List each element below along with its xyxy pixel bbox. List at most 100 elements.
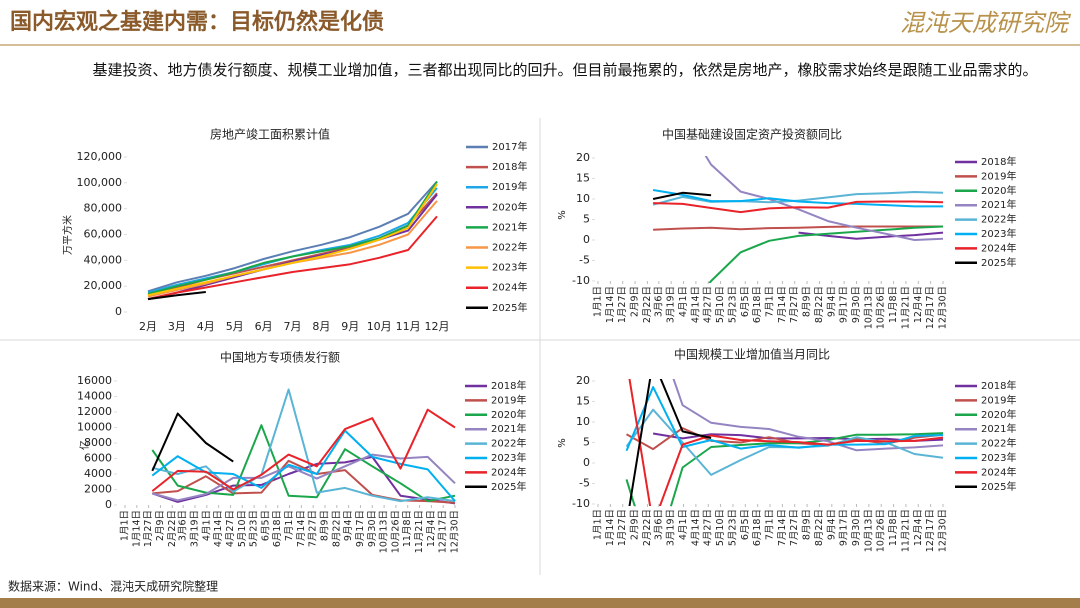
x-tick-label: 7月1日 <box>284 510 295 541</box>
x-tick-label: 6月 <box>255 320 273 333</box>
x-tick-label: 8月9日 <box>802 286 813 317</box>
x-tick-label: 7月 <box>284 320 302 333</box>
x-tick-label: 9月4日 <box>826 509 837 540</box>
legend-label: 2018年 <box>981 379 1016 392</box>
x-tick-label: 1月14日 <box>131 510 142 547</box>
y-tick-label: 40,000 <box>84 253 123 266</box>
x-tick-label: 12月30日 <box>938 286 949 329</box>
legend-label: 2024年 <box>981 465 1016 478</box>
x-tick-label: 3月6日 <box>653 286 664 317</box>
y-tick-label: 80,000 <box>84 202 123 215</box>
y-tick-label: 0 <box>583 233 590 246</box>
x-tick-label: 3月19日 <box>666 509 677 546</box>
y-tick-label: 20 <box>576 374 590 387</box>
legend-label: 2023年 <box>492 261 527 274</box>
x-tick-label: 1月14日 <box>605 286 616 323</box>
x-tick-label: 3月19日 <box>666 286 677 323</box>
x-tick-label: 4月27日 <box>703 286 714 323</box>
legend-label: 2021年 <box>491 422 526 435</box>
page-title: 国内宏观之基建内需：目标仍然是化债 <box>10 9 384 35</box>
x-tick-label: 8月22日 <box>814 286 825 323</box>
header-bg <box>0 0 1080 46</box>
chart-title: 中国基础建设固定资产投资额同比 <box>662 127 842 142</box>
legend-label: 2025年 <box>981 256 1016 269</box>
legend-label: 2018年 <box>491 379 526 392</box>
legend-label: 2023年 <box>981 451 1016 464</box>
legend-label: 2019年 <box>981 169 1016 182</box>
series-line <box>653 225 943 231</box>
x-tick-label: 1月27日 <box>143 510 154 547</box>
x-tick-label: 12月17日 <box>925 509 936 552</box>
legend-label: 2021年 <box>981 198 1016 211</box>
y-tick-label: 6000 <box>84 452 112 465</box>
x-tick-label: 5月 <box>226 320 244 333</box>
y-tick-label: -5 <box>579 477 590 490</box>
y-tick-label: 2000 <box>84 483 112 496</box>
x-tick-label: 11月21日 <box>900 509 911 552</box>
legend-label: 2021年 <box>492 220 527 233</box>
series-line <box>625 386 944 452</box>
legend-label: 2020年 <box>492 200 527 213</box>
legend-label: 2019年 <box>492 180 527 193</box>
x-tick-label: 7月1日 <box>765 286 776 317</box>
series-line <box>147 180 438 295</box>
y-tick-label: 15 <box>576 172 590 185</box>
plot <box>147 180 438 301</box>
x-tick-label: 6月5日 <box>260 510 271 541</box>
legend-label: 2024年 <box>491 465 526 478</box>
legend-label: 2020年 <box>981 184 1016 197</box>
x-tick-label: 6月18日 <box>752 286 763 323</box>
x-tick-label: 5月10日 <box>715 509 726 546</box>
x-tick-label: 12月 <box>425 320 450 333</box>
series-line <box>653 200 944 214</box>
series-line <box>151 429 456 502</box>
legend-label: 2024年 <box>492 281 527 294</box>
x-tick-label: 7月14日 <box>777 286 788 323</box>
x-tick-label: 12月4日 <box>913 286 924 323</box>
x-tick-label: 9月30日 <box>367 510 378 547</box>
x-tick-label: 12月4日 <box>913 509 924 546</box>
y-tick-label: 0 <box>115 305 122 318</box>
x-tick-label: 10月 <box>367 320 392 333</box>
x-tick-label: 4月27日 <box>703 509 714 546</box>
legend-label: 2025年 <box>492 301 527 314</box>
intro-text: 基建投资、地方债发行额度、规模工业增加值，三者都出现同比的回升。但目前最拖累的，… <box>92 61 1038 79</box>
y-tick-label: 0 <box>583 456 590 469</box>
y-tick-label: 100,000 <box>77 176 123 189</box>
x-tick-label: 6月18日 <box>752 509 763 546</box>
legend-label: 2022年 <box>492 241 527 254</box>
y-tick-label: 10000 <box>77 421 112 434</box>
y-tick-label: 5 <box>583 213 590 226</box>
legend-label: 2023年 <box>491 451 526 464</box>
plot <box>652 156 944 283</box>
x-tick-label: 8月22日 <box>331 510 342 547</box>
legend-label: 2020年 <box>491 408 526 421</box>
x-tick-label: 12月4日 <box>426 510 437 547</box>
series-line <box>152 388 456 503</box>
legend-label: 2020年 <box>981 408 1016 421</box>
y-tick-label: -10 <box>572 274 590 287</box>
series-line <box>147 183 438 297</box>
y-tick-label: 10 <box>576 192 590 205</box>
x-tick-label: 1月27日 <box>617 286 628 323</box>
series-line <box>672 379 944 452</box>
x-tick-label: 6月18日 <box>272 510 283 547</box>
y-axis-label: 亿 <box>78 440 91 450</box>
x-tick-label: 4月14日 <box>690 286 701 323</box>
x-tick-label: 4月1日 <box>678 286 689 317</box>
series-line <box>652 191 712 200</box>
x-tick-label: 1月27日 <box>617 509 628 546</box>
x-tick-label: 2月9日 <box>630 509 641 540</box>
x-tick-label: 7月27日 <box>308 510 319 547</box>
x-tick-label: 4月14日 <box>213 510 224 547</box>
x-tick-label: 1月1日 <box>593 509 604 540</box>
y-tick-label: 15 <box>576 395 590 408</box>
legend-label: 2019年 <box>491 393 526 406</box>
legend-label: 2022年 <box>491 437 526 450</box>
x-tick-label: 2月 <box>139 320 157 333</box>
y-tick-label: 0 <box>105 498 112 511</box>
x-tick-label: 5月23日 <box>727 286 738 323</box>
source-note: 数据来源：Wind、混沌天成研究院整理 <box>8 579 218 594</box>
x-tick-label: 9月4日 <box>343 510 354 541</box>
